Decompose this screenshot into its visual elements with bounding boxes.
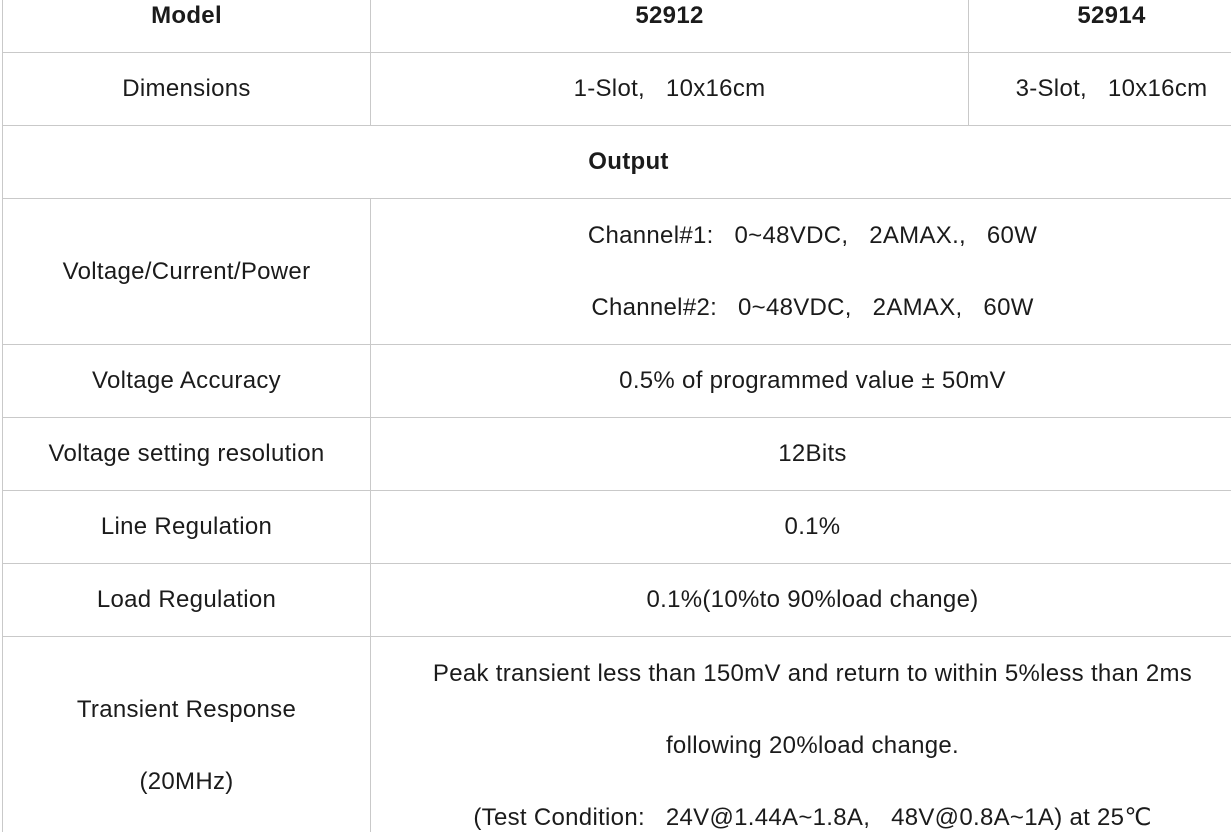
row-model: Model 52912 52914: [2, 0, 1231, 53]
transient-value-line3: (Test Condition: 24V@1.44A~1.8A, 48V@0.8…: [473, 804, 1152, 831]
vcp-channel1-line: Channel#1: 0~48VDC, 2AMAX., 60W: [587, 221, 1038, 249]
row-voltage-accuracy: Voltage Accuracy 0.5% of programmed valu…: [2, 344, 1231, 418]
cell-voltage-accuracy-label: Voltage Accuracy: [2, 344, 371, 418]
cell-vcp-label: Voltage/Current/Power: [2, 198, 371, 345]
cell-output-section-header: Output: [2, 125, 1231, 199]
cell-load-regulation-label: Load Regulation: [2, 563, 371, 637]
transient-label-line2: (20MHz): [139, 768, 234, 795]
cell-model-52914: 52914: [968, 0, 1231, 53]
cell-voltage-resolution-value: 12Bits: [370, 417, 1231, 491]
cell-dimensions-52914: 3-Slot, 10x16cm: [968, 52, 1231, 126]
cell-load-regulation-value: 0.1%(10%to 90%load change): [370, 563, 1231, 637]
cell-line-regulation-value: 0.1%: [370, 490, 1231, 564]
transient-value-line2: following 20%load change.: [665, 732, 960, 759]
transient-value-line1: Peak transient less than 150mV and retur…: [432, 660, 1193, 687]
row-dimensions: Dimensions 1-Slot, 10x16cm 3-Slot, 10x16…: [2, 52, 1231, 126]
row-line-regulation: Line Regulation 0.1%: [2, 490, 1231, 564]
cell-dimensions-52912: 1-Slot, 10x16cm: [370, 52, 969, 126]
row-voltage-resolution: Voltage setting resolution 12Bits: [2, 417, 1231, 491]
cell-dimensions-label: Dimensions: [2, 52, 371, 126]
cell-vcp-value: Channel#1: 0~48VDC, 2AMAX., 60W Channel#…: [370, 198, 1231, 345]
cell-transient-label: Transient Response (20MHz): [2, 636, 371, 832]
vcp-channel2-line: Channel#2: 0~48VDC, 2AMAX, 60W: [591, 293, 1034, 321]
cell-model-header: Model: [2, 0, 371, 53]
transient-label-line1: Transient Response: [76, 696, 297, 723]
cell-voltage-accuracy-value: 0.5% of programmed value ± 50mV: [370, 344, 1231, 418]
row-voltage-current-power: Voltage/Current/Power Channel#1: 0~48VDC…: [2, 198, 1231, 345]
cell-line-regulation-label: Line Regulation: [2, 490, 371, 564]
cell-voltage-resolution-label: Voltage setting resolution: [2, 417, 371, 491]
cell-model-52912: 52912: [370, 0, 969, 53]
row-output-section: Output: [2, 125, 1231, 199]
row-load-regulation: Load Regulation 0.1%(10%to 90%load chang…: [2, 563, 1231, 637]
row-transient-response: Transient Response (20MHz) Peak transien…: [2, 636, 1231, 832]
cell-transient-value: Peak transient less than 150mV and retur…: [370, 636, 1231, 832]
